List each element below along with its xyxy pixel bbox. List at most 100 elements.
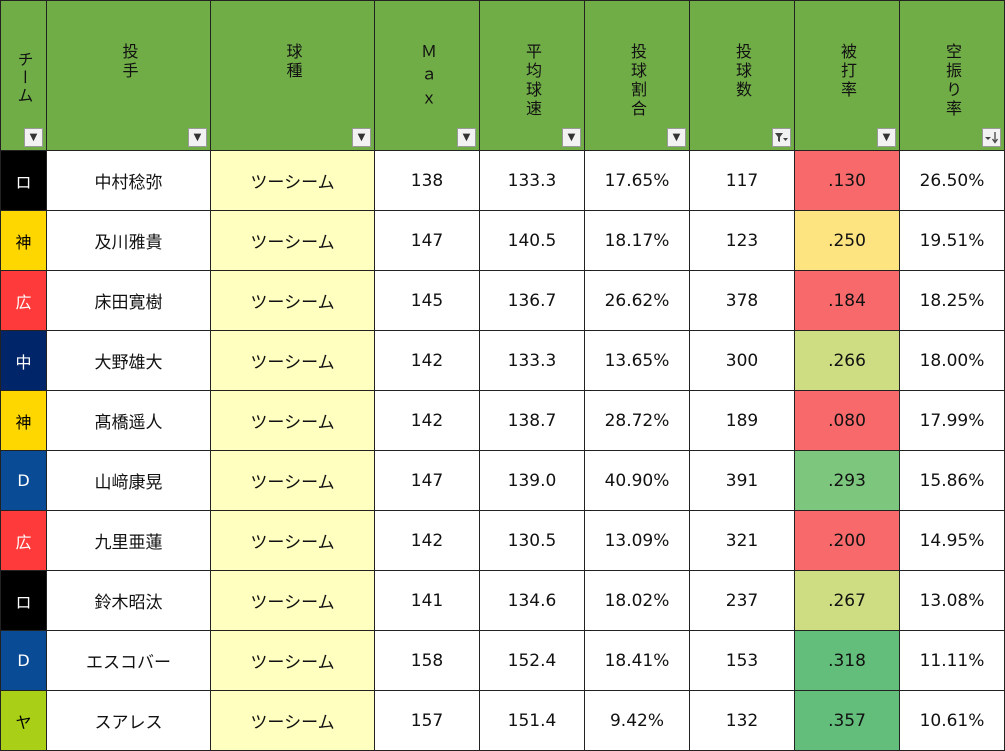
cell-avg-speed[interactable]: 136.7 [479, 270, 585, 331]
cell-whiff-rate[interactable]: 10.61% [899, 690, 1005, 751]
cell-pitcher[interactable]: 鈴木昭汰 [46, 570, 211, 631]
cell-avg-speed[interactable]: 138.7 [479, 390, 585, 451]
cell-pitcher[interactable]: 山﨑康晃 [46, 450, 211, 511]
dropdown-arrow-icon[interactable]: ▼ [352, 128, 371, 147]
cell-pitch-type[interactable]: ツーシーム [210, 210, 375, 271]
cell-whiff-rate[interactable]: 19.51% [899, 210, 1005, 271]
cell-pitch-ratio[interactable]: 18.17% [584, 210, 690, 271]
cell-avg-speed[interactable]: 134.6 [479, 570, 585, 631]
cell-pitch-ratio[interactable]: 13.09% [584, 510, 690, 571]
cell-pitch-count[interactable]: 123 [689, 210, 795, 271]
cell-pitch-ratio[interactable]: 9.42% [584, 690, 690, 751]
cell-pitch-count[interactable]: 378 [689, 270, 795, 331]
cell-pitch-ratio[interactable]: 26.62% [584, 270, 690, 331]
cell-team[interactable]: D [0, 450, 47, 511]
cell-max[interactable]: 157 [374, 690, 480, 751]
cell-pitch-ratio[interactable]: 17.65% [584, 150, 690, 211]
cell-whiff-rate[interactable]: 15.86% [899, 450, 1005, 511]
cell-pitch-count[interactable]: 117 [689, 150, 795, 211]
cell-batting-avg[interactable]: .293 [794, 450, 900, 511]
cell-batting-avg[interactable]: .080 [794, 390, 900, 451]
cell-whiff-rate[interactable]: 26.50% [899, 150, 1005, 211]
cell-pitch-count[interactable]: 189 [689, 390, 795, 451]
cell-batting-avg[interactable]: .318 [794, 630, 900, 691]
sort-descending-icon[interactable] [982, 128, 1001, 147]
cell-pitch-type[interactable]: ツーシーム [210, 690, 375, 751]
cell-pitch-count[interactable]: 321 [689, 510, 795, 571]
cell-pitcher[interactable]: 髙橋遥人 [46, 390, 211, 451]
cell-pitch-type[interactable]: ツーシーム [210, 450, 375, 511]
cell-pitch-type[interactable]: ツーシーム [210, 270, 375, 331]
cell-max[interactable]: 145 [374, 270, 480, 331]
dropdown-arrow-icon[interactable]: ▼ [188, 128, 207, 147]
cell-batting-avg[interactable]: .250 [794, 210, 900, 271]
cell-avg-speed[interactable]: 140.5 [479, 210, 585, 271]
cell-max[interactable]: 147 [374, 210, 480, 271]
cell-pitch-count[interactable]: 132 [689, 690, 795, 751]
dropdown-arrow-icon[interactable]: ▼ [667, 128, 686, 147]
cell-max[interactable]: 142 [374, 330, 480, 391]
cell-pitch-type[interactable]: ツーシーム [210, 570, 375, 631]
cell-avg-speed[interactable]: 133.3 [479, 330, 585, 391]
cell-batting-avg[interactable]: .184 [794, 270, 900, 331]
cell-avg-speed[interactable]: 130.5 [479, 510, 585, 571]
cell-pitch-type[interactable]: ツーシーム [210, 510, 375, 571]
cell-pitch-type[interactable]: ツーシーム [210, 390, 375, 451]
cell-pitch-ratio[interactable]: 18.41% [584, 630, 690, 691]
cell-avg-speed[interactable]: 152.4 [479, 630, 585, 691]
cell-max[interactable]: 138 [374, 150, 480, 211]
cell-pitch-type[interactable]: ツーシーム [210, 150, 375, 211]
cell-batting-avg[interactable]: .130 [794, 150, 900, 211]
cell-avg-speed[interactable]: 133.3 [479, 150, 585, 211]
cell-pitcher[interactable]: エスコバー [46, 630, 211, 691]
cell-pitch-type[interactable]: ツーシーム [210, 630, 375, 691]
cell-pitch-count[interactable]: 391 [689, 450, 795, 511]
cell-max[interactable]: 142 [374, 510, 480, 571]
cell-whiff-rate[interactable]: 14.95% [899, 510, 1005, 571]
cell-batting-avg[interactable]: .200 [794, 510, 900, 571]
cell-max[interactable]: 142 [374, 390, 480, 451]
cell-team[interactable]: ロ [0, 150, 47, 211]
cell-pitcher[interactable]: 大野雄大 [46, 330, 211, 391]
cell-avg-speed[interactable]: 139.0 [479, 450, 585, 511]
cell-batting-avg[interactable]: .267 [794, 570, 900, 631]
cell-pitch-ratio[interactable]: 40.90% [584, 450, 690, 511]
cell-team[interactable]: 神 [0, 210, 47, 271]
cell-pitch-count[interactable]: 237 [689, 570, 795, 631]
cell-team[interactable]: 中 [0, 330, 47, 391]
cell-pitch-ratio[interactable]: 28.72% [584, 390, 690, 451]
cell-pitch-type[interactable]: ツーシーム [210, 330, 375, 391]
cell-pitcher[interactable]: 及川雅貴 [46, 210, 211, 271]
dropdown-arrow-icon[interactable]: ▼ [457, 128, 476, 147]
cell-whiff-rate[interactable]: 17.99% [899, 390, 1005, 451]
cell-pitcher[interactable]: 床田寛樹 [46, 270, 211, 331]
cell-pitcher[interactable]: スアレス [46, 690, 211, 751]
cell-max[interactable]: 147 [374, 450, 480, 511]
cell-batting-avg[interactable]: .357 [794, 690, 900, 751]
filter-active-icon[interactable] [772, 128, 791, 147]
cell-team[interactable]: D [0, 630, 47, 691]
cell-team[interactable]: ヤ [0, 690, 47, 751]
cell-whiff-rate[interactable]: 18.00% [899, 330, 1005, 391]
cell-pitch-ratio[interactable]: 18.02% [584, 570, 690, 631]
cell-pitcher[interactable]: 九里亜蓮 [46, 510, 211, 571]
cell-pitcher[interactable]: 中村稔弥 [46, 150, 211, 211]
cell-pitch-count[interactable]: 153 [689, 630, 795, 691]
dropdown-arrow-icon[interactable]: ▼ [24, 128, 43, 147]
cell-team[interactable]: 広 [0, 510, 47, 571]
cell-team[interactable]: ロ [0, 570, 47, 631]
dropdown-arrow-icon[interactable]: ▼ [562, 128, 581, 147]
cell-team[interactable]: 広 [0, 270, 47, 331]
cell-max[interactable]: 141 [374, 570, 480, 631]
cell-whiff-rate[interactable]: 13.08% [899, 570, 1005, 631]
cell-whiff-rate[interactable]: 18.25% [899, 270, 1005, 331]
header-pitch-count: 投球数 [689, 0, 795, 151]
cell-pitch-count[interactable]: 300 [689, 330, 795, 391]
cell-max[interactable]: 158 [374, 630, 480, 691]
cell-avg-speed[interactable]: 151.4 [479, 690, 585, 751]
cell-whiff-rate[interactable]: 11.11% [899, 630, 1005, 691]
dropdown-arrow-icon[interactable]: ▼ [877, 128, 896, 147]
cell-team[interactable]: 神 [0, 390, 47, 451]
cell-pitch-ratio[interactable]: 13.65% [584, 330, 690, 391]
cell-batting-avg[interactable]: .266 [794, 330, 900, 391]
